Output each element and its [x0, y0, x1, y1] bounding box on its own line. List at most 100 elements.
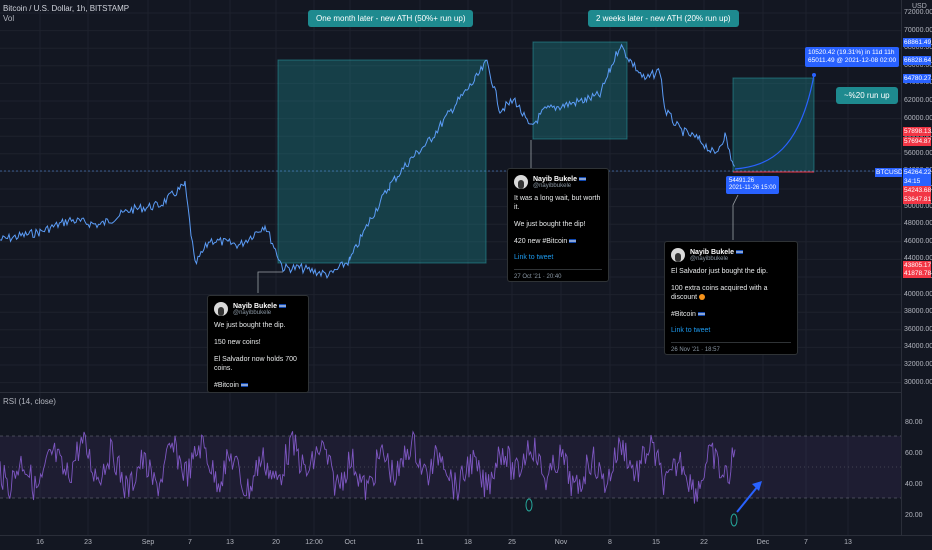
time-tick: 7	[804, 539, 808, 546]
rsi-arrow-line	[736, 485, 759, 513]
flag-icon	[735, 249, 743, 254]
callout-ath-1[interactable]: One month later - new ATH (50%+ run up)	[308, 10, 474, 27]
time-tick: Nov	[554, 539, 568, 546]
tweet-text: El Salvador now holds 700 coins.	[214, 356, 297, 372]
price-tag: 57898.13	[903, 127, 931, 136]
price-tick: 32000.00	[904, 361, 932, 368]
run-up-box-1	[277, 59, 487, 264]
tweet-author-name: Nayib Bukele	[690, 248, 734, 256]
price-tick: 30000.00	[904, 378, 932, 386]
price-tick: 44000.00	[904, 255, 932, 263]
tweet-text: #Bitcoin	[214, 381, 302, 390]
tweet-card-1[interactable]: Nayib Bukele @nayibbukele We just bought…	[207, 295, 309, 393]
time-tick: 25	[508, 539, 516, 546]
time-tick: 13	[844, 539, 852, 546]
time-tick: 13	[226, 539, 234, 546]
projection-entry-line1: 54491.26	[729, 178, 755, 184]
tweet-card-2[interactable]: Nayib Bukele @nayibbukele It was a long …	[507, 168, 609, 282]
price-tick: 46000.00	[904, 237, 932, 245]
price-tick: 68000.00	[904, 44, 932, 52]
tweet-text: 150 new coins!	[214, 339, 261, 346]
tweet-link[interactable]: Link to tweet	[514, 254, 554, 261]
time-tick: 12:00	[305, 539, 323, 546]
price-line	[0, 43, 735, 279]
projection-target-label[interactable]: 10520.42 (19.31%) in 11d 11h 65011.49 @ …	[805, 47, 900, 67]
tweet-link[interactable]: Link to tweet	[671, 327, 711, 334]
price-tick: 50000.00	[904, 202, 932, 210]
rsi-label[interactable]: RSI (14, close)	[3, 397, 56, 406]
price-tag: 66828.64	[903, 56, 931, 65]
price-tick: 70000.00	[904, 26, 932, 34]
price-tick: 38000.00	[904, 308, 932, 316]
price-tag: 64780.27	[903, 74, 931, 83]
avatar	[671, 248, 685, 262]
tweet-card-3[interactable]: Nayib Bukele @nayibbukele El Salvador ju…	[664, 241, 798, 355]
rsi-band	[0, 436, 901, 498]
time-tick: 23	[84, 539, 92, 546]
time-tick: 11	[416, 539, 424, 546]
rsi-marker-1	[525, 498, 533, 512]
projection-entry-line2: 2021-11-26 15:00	[729, 185, 776, 191]
connector-3	[732, 194, 739, 240]
projection-target-dot	[812, 73, 816, 77]
tweet-text: #Bitcoin	[671, 310, 791, 319]
price-tick: 40000.00	[904, 290, 932, 298]
projection-entry-label[interactable]: 54491.26 2021-11-26 15:00	[726, 176, 779, 194]
time-tick: 7	[188, 539, 192, 546]
rsi-tick: 20.00	[905, 512, 923, 519]
price-tag: 43805.17	[903, 261, 931, 270]
time-tick: 8	[608, 539, 612, 546]
time-axis-line	[0, 535, 932, 536]
run-up-box-3	[732, 77, 815, 173]
chart-canvas[interactable]	[0, 0, 901, 536]
tweet-author-handle: @nayibbukele	[533, 182, 572, 189]
rsi-tick: 60.00	[905, 450, 923, 457]
tweet-text: 100 extra coins acquired with a discount	[671, 284, 791, 302]
rsi-line	[0, 430, 736, 504]
connector-1	[257, 271, 283, 293]
time-tick: 22	[700, 539, 708, 546]
price-tag: 53647.81	[903, 195, 931, 204]
flag-icon	[697, 312, 705, 317]
chart-title: Bitcoin / U.S. Dollar, 1h, BITSTAMP	[3, 4, 130, 13]
price-tag: 57694.87	[903, 137, 931, 146]
tweet-text: We just bought the dip.	[214, 322, 286, 329]
price-tag: 41878.78	[903, 269, 931, 278]
volume-label[interactable]: Vol	[3, 14, 15, 23]
tweet-author-handle: @nayibbukele	[690, 255, 729, 262]
price-tick: 60000.00	[904, 114, 932, 122]
price-tick: 56000.00	[904, 149, 932, 157]
callout-ath-2[interactable]: 2 weeks later - new ATH (20% run up)	[588, 10, 739, 27]
pane-divider[interactable]	[0, 392, 901, 393]
rsi-tick: 40.00	[905, 481, 923, 488]
price-tag: 34:15	[903, 177, 931, 186]
price-tick: 48000.00	[904, 220, 932, 228]
price-axis[interactable]	[901, 0, 932, 536]
tweet-date: 27 Oct '21 · 20:40	[514, 269, 602, 280]
rsi-arrow-head	[752, 481, 762, 491]
tweet-text: We just bought the dip!	[514, 221, 586, 228]
callout-run-up[interactable]: ~%20 run up	[836, 87, 898, 104]
tweet-author-handle: @nayibbukele	[233, 309, 272, 316]
tweet-author-name: Nayib Bukele	[533, 175, 577, 183]
price-tag: 54264.22	[903, 168, 931, 177]
flag-icon	[240, 383, 248, 388]
projection-target-line1: 10520.42 (19.31%) in 11d 11h	[808, 49, 895, 56]
price-tag: BTCUSD	[875, 168, 902, 177]
tweet-hashtag: #Bitcoin	[671, 311, 696, 318]
tweet-line: 100 extra coins acquired with a discount	[671, 285, 768, 301]
callout-ath-2-text: 2 weeks later - new ATH (20% run up)	[596, 14, 731, 23]
flag-icon	[578, 176, 586, 181]
rsi-marker-2	[730, 513, 738, 527]
price-tag: 54243.68	[903, 186, 931, 195]
price-tag: 68861.49	[903, 38, 931, 47]
avatar	[214, 302, 228, 316]
time-tick: 20	[272, 539, 280, 546]
tweet-hashtag: 420 new #Bitcoin	[514, 238, 568, 245]
projection-target-line2: 65011.49 @ 2021-12-08 02:00	[808, 57, 897, 64]
tweet-text: El Salvador just bought the dip.	[671, 268, 768, 275]
callout-ath-1-text: One month later - new ATH (50%+ run up)	[316, 14, 466, 23]
time-tick: 18	[464, 539, 472, 546]
tweet-author-name: Nayib Bukele	[233, 302, 277, 310]
tweet-text: 420 new #Bitcoin	[514, 237, 602, 246]
